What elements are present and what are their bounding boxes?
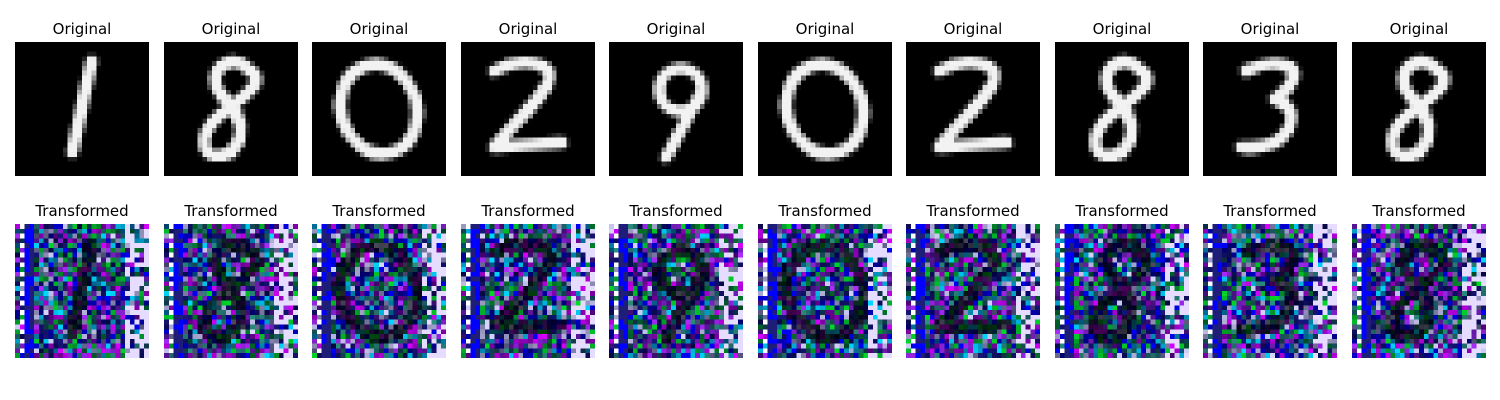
transformed-noise-image <box>1055 224 1189 358</box>
transformed-title: Transformed <box>35 202 129 220</box>
transformed-noise-image <box>906 224 1040 358</box>
original-title: Original <box>795 20 855 38</box>
original-digit-image <box>15 42 149 176</box>
transformed-noise-image <box>312 224 446 358</box>
original-digit-image <box>312 42 446 176</box>
original-digit-image <box>1352 42 1486 176</box>
transformed-title: Transformed <box>332 202 426 220</box>
transformed-title: Transformed <box>1372 202 1466 220</box>
transformed-title: Transformed <box>184 202 278 220</box>
original-title: Original <box>52 20 112 38</box>
original-digit-image <box>1055 42 1189 176</box>
transformed-title: Transformed <box>1075 202 1169 220</box>
transformed-noise-image <box>758 224 892 358</box>
original-title: Original <box>646 20 706 38</box>
transformed-noise-image <box>15 224 149 358</box>
transformed-noise-image <box>461 224 595 358</box>
original-digit-image <box>1203 42 1337 176</box>
original-digit-image <box>164 42 298 176</box>
transformed-title: Transformed <box>629 202 723 220</box>
transformed-title: Transformed <box>926 202 1020 220</box>
original-title: Original <box>498 20 558 38</box>
transformed-noise-image <box>1352 224 1486 358</box>
original-digit-image <box>758 42 892 176</box>
original-digit-image <box>461 42 595 176</box>
original-digit-image <box>609 42 743 176</box>
transformed-noise-image <box>164 224 298 358</box>
original-title: Original <box>349 20 409 38</box>
original-digit-image <box>906 42 1040 176</box>
original-title: Original <box>1389 20 1449 38</box>
transformed-noise-image <box>609 224 743 358</box>
original-title: Original <box>1092 20 1152 38</box>
transformed-title: Transformed <box>481 202 575 220</box>
transformed-title: Transformed <box>1223 202 1317 220</box>
transformed-title: Transformed <box>778 202 872 220</box>
original-title: Original <box>1240 20 1300 38</box>
original-title: Original <box>201 20 261 38</box>
transformed-noise-image <box>1203 224 1337 358</box>
original-title: Original <box>943 20 1003 38</box>
